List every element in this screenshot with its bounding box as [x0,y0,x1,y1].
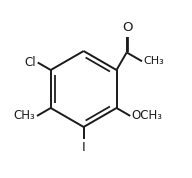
Text: I: I [82,142,85,155]
Text: O: O [122,21,132,34]
Text: CH₃: CH₃ [14,109,36,122]
Text: OCH₃: OCH₃ [132,109,162,122]
Text: CH₃: CH₃ [143,56,164,66]
Text: Cl: Cl [25,56,36,69]
